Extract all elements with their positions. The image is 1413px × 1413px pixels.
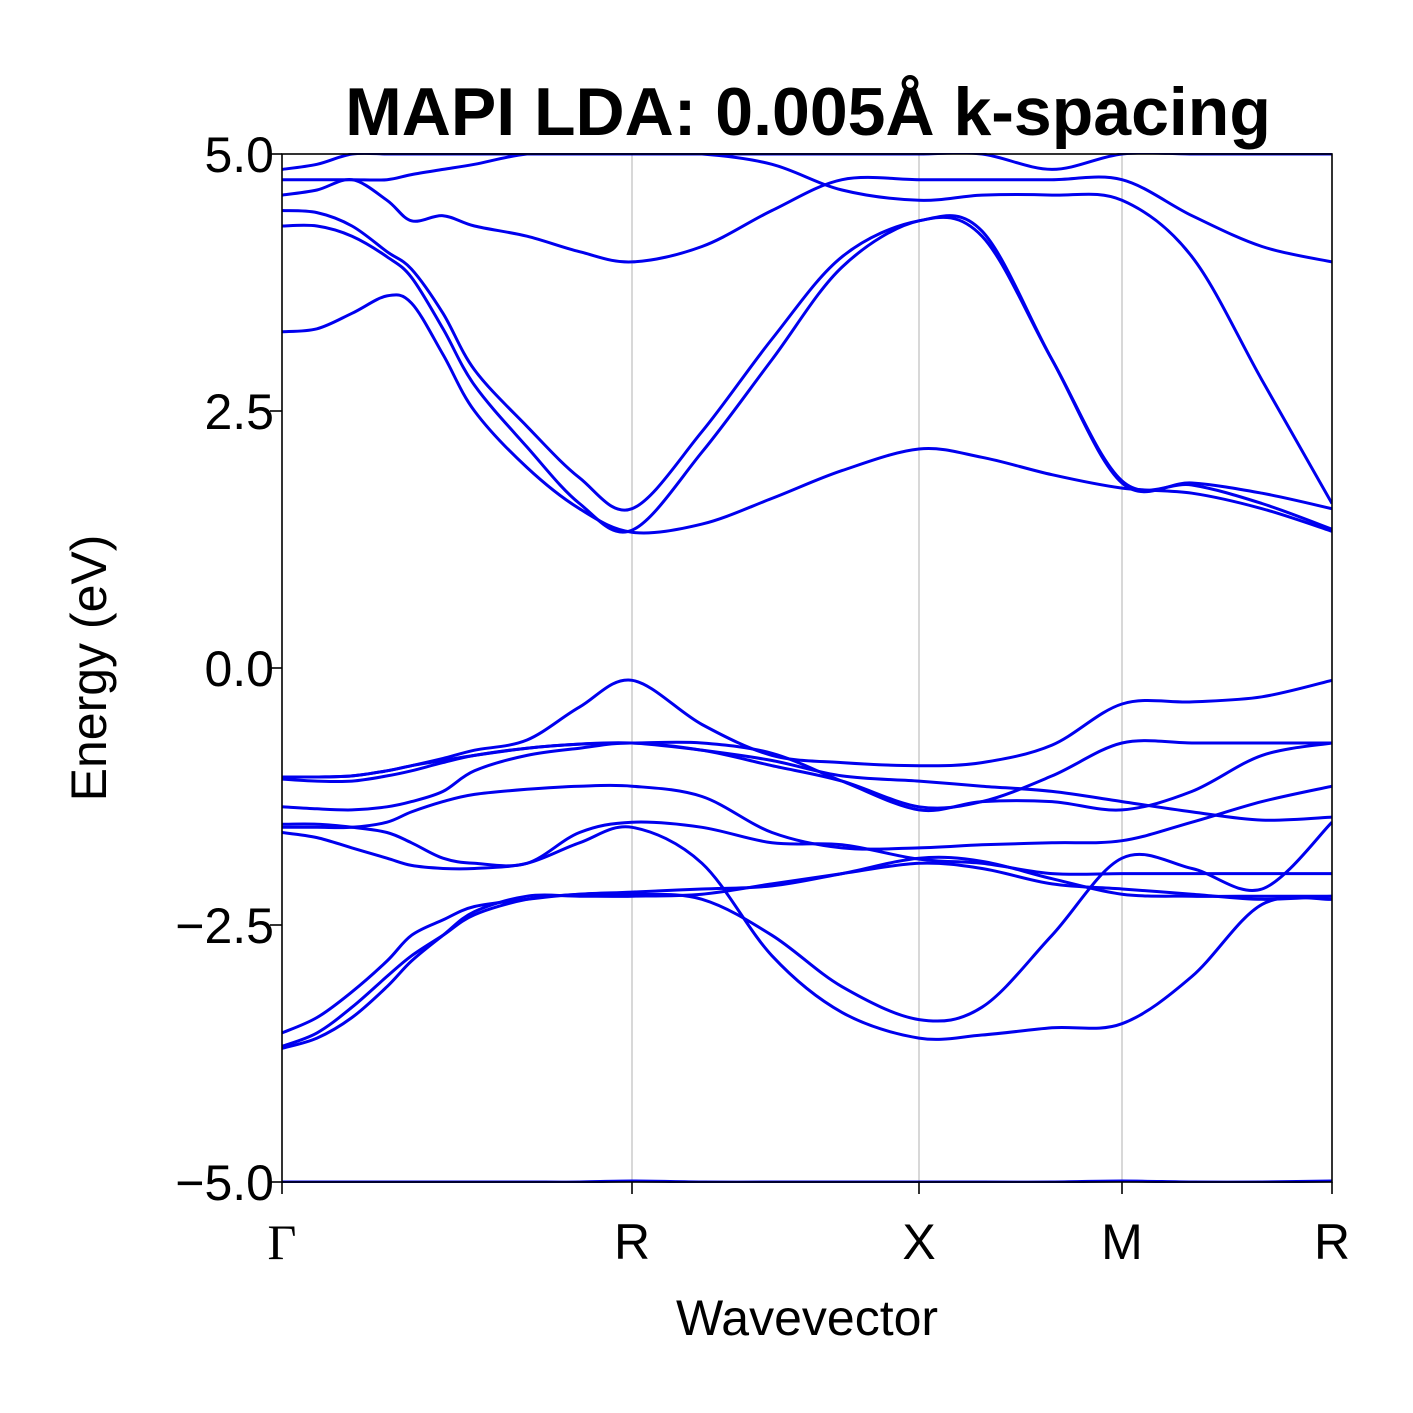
kpoint-label: M [1101, 1214, 1143, 1270]
y-tick-label: 2.5 [204, 384, 274, 440]
y-tick-label: 0.0 [204, 641, 274, 697]
band-line-4 [282, 821, 1332, 1035]
y-tick-label: 5.0 [204, 127, 274, 183]
band-line-15 [282, 175, 1332, 264]
kpoint-label: X [902, 1214, 935, 1270]
band-lines [282, 153, 1332, 1183]
band-line-3 [282, 855, 1332, 1048]
y-tick-label: −5.0 [175, 1155, 274, 1211]
y-tick-label: −2.5 [175, 898, 274, 954]
y-axis-label: Energy (eV) [61, 535, 117, 802]
band-line-2 [282, 861, 1332, 1050]
kpoint-label: R [1314, 1214, 1350, 1270]
band-line-6 [282, 783, 1332, 851]
band-line-12 [282, 293, 1332, 535]
kpoint-gridlines [631, 154, 1123, 1182]
band-line-8 [282, 739, 1332, 812]
band-line-7 [282, 820, 1332, 876]
x-axis-label: Wavevector [676, 1290, 938, 1346]
band-line-10 [282, 741, 1332, 822]
band-line-11 [282, 678, 1332, 779]
band-line-17 [282, 153, 1332, 171]
kpoint-label: R [614, 1214, 650, 1270]
band-line-5 [282, 825, 1332, 1041]
band-line-9 [282, 740, 1332, 813]
kpoint-label: Γ [268, 1214, 297, 1270]
band-line-14 [282, 209, 1332, 512]
chart-title: MAPI LDA: 0.005Å k-spacing [345, 74, 1271, 150]
y-axis-ticks: 5.0 2.5 0.0 −2.5 −5.0 [175, 127, 282, 1211]
